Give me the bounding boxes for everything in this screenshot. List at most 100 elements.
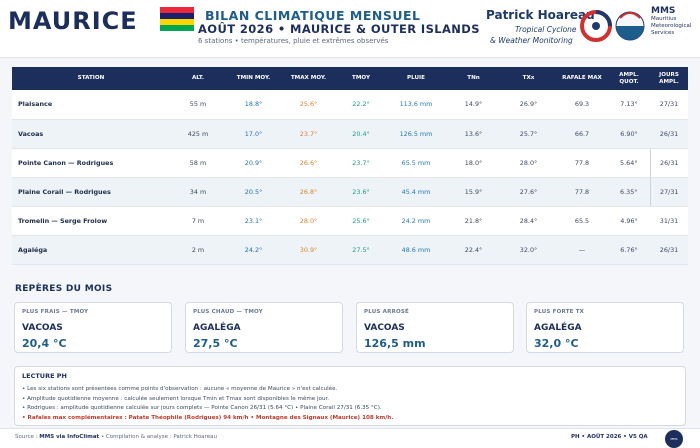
mms-short: MMS — [651, 6, 676, 16]
table-cell: 58 m — [170, 148, 226, 178]
table-cell: 32.0° — [501, 235, 556, 265]
table-cell: 26/31 — [650, 235, 688, 265]
table-cell: 20.9° — [226, 148, 281, 178]
table-cell: 6.76° — [608, 235, 650, 265]
reperes-title: REPÈRES DU MOIS — [15, 284, 113, 294]
author-tagline-2: & Weather Monitoring — [490, 36, 573, 45]
card-station: AGALÉGA — [193, 323, 241, 333]
table-cell: 23.7° — [336, 148, 386, 178]
station-name-cell: Tromelin — Serge Frolow — [12, 206, 170, 236]
table-cell: 28.4° — [501, 206, 556, 236]
table-cell: 24.2 mm — [386, 206, 446, 236]
table-cell: 126.5 mm — [386, 119, 446, 149]
table-cell: 30.9° — [281, 235, 336, 265]
table-cell: 27.6° — [501, 177, 556, 207]
table-cell: 65.5 — [556, 206, 608, 236]
table-cell: 23.6° — [336, 177, 386, 207]
column-header: TNn — [446, 67, 501, 90]
table-cell: 2 m — [170, 235, 226, 265]
station-name-cell: Plaisance — [12, 90, 170, 120]
table-row: Pointe Canon — Rodrigues 58 m 20.9° 26.6° 23… — [12, 148, 688, 178]
highlight-card: PLUS CHAUD — TMOY AGALÉGA 27,5 °C — [185, 302, 343, 353]
table-row: Plaine Corail — Rodrigues 34 m 20.5° 26.8° 2… — [12, 177, 688, 207]
column-header: STATION — [12, 67, 170, 90]
table-cell: 27/31 — [649, 177, 688, 207]
table-cell: 31/31 — [650, 206, 688, 236]
table-cell: 26/31 — [649, 148, 688, 178]
climate-table: STATION ALT. TMIN MOY. TMAX MOY. TMOY PLUIE TN… — [12, 67, 688, 265]
mms-logo-icon — [615, 11, 645, 41]
card-station: VACOAS — [22, 323, 63, 333]
table-cell: 55 m — [170, 90, 226, 120]
table-cell: 425 m — [170, 119, 226, 149]
card-value: 20,4 °C — [22, 337, 67, 350]
table-cell: 22.4° — [446, 235, 501, 265]
cyclone-logo-icon — [580, 10, 612, 42]
table-cell: 24.2° — [226, 235, 281, 265]
note-item: • Les six stations sont présentées comme… — [22, 386, 338, 392]
footer-source-name: MMS via InfoClimat — [39, 434, 100, 440]
table-cell: 113.6 mm — [386, 90, 446, 120]
table-cell: 4.96° — [608, 206, 650, 236]
table-cell: 25.6° — [281, 90, 336, 120]
footer-version: PH • AOÛT 2026 • V5 QA — [571, 434, 648, 440]
table-cell: 25.6° — [336, 206, 386, 236]
footer-credit: • Compilation & analyse : Patrick Hoarea… — [100, 434, 217, 440]
report-description: 6 stations • températures, pluie et extr… — [198, 37, 389, 45]
table-cell: 26.6° — [281, 148, 336, 178]
column-header: JOURS AMPL. — [650, 67, 688, 90]
table-cell: — — [556, 235, 608, 265]
column-header: ALT. — [170, 67, 226, 90]
highlight-cards: PLUS FRAIS — TMOY VACOAS 20,4 °C PLUS CHAUD… — [14, 302, 690, 354]
mauritius-flag-icon — [160, 7, 194, 31]
station-name-cell: Pointe Canon — Rodrigues — [12, 148, 170, 178]
table-cell: 18.0° — [446, 148, 501, 178]
note-item: • Amplitude quotidienne moyenne : calcul… — [22, 395, 330, 402]
notes-title: LECTURE PH — [22, 372, 67, 380]
mms-line-2: Meteorological — [651, 23, 692, 29]
table-cell: 6.35° — [608, 177, 650, 207]
climate-table-container: STATION ALT. TMIN MOY. TMAX MOY. TMOY PLUIE TN… — [12, 67, 688, 267]
card-station: AGALÉGA — [534, 323, 582, 333]
table-cell: 5.64° — [608, 148, 650, 178]
card-label: PLUS FRAIS — TMOY — [22, 309, 89, 315]
note-item: • Rafales max complémentaires : Patate T… — [22, 414, 394, 421]
card-value: 126,5 mm — [364, 337, 426, 350]
table-cell: 13.6° — [446, 119, 501, 149]
column-header: PLUIE — [386, 67, 446, 90]
author-tagline-1: Tropical Cyclone — [515, 25, 577, 34]
table-row: Agaléga 2 m 24.2° 30.9° 27.5° 48.6 mm 22.4° 32.… — [12, 235, 688, 265]
table-cell: 34 m — [170, 177, 226, 207]
station-name-cell: Vacoas — [12, 119, 170, 149]
notes-panel: LECTURE PH • Les six stations sont prése… — [14, 366, 686, 426]
card-label: PLUS CHAUD — TMOY — [193, 309, 263, 315]
station-name-cell: Plaine Corail — Rodrigues — [12, 177, 170, 207]
table-cell: 7 m — [170, 206, 226, 236]
table-cell: 17.0° — [226, 119, 281, 149]
table-body: Plaisance 55 m 18.8° 25.6° 22.2° 113.6 mm 14.9… — [12, 90, 688, 265]
highlight-card: PLUS ARROSÉ VACOAS 126,5 mm — [356, 302, 514, 353]
table-cell: 27/31 — [650, 90, 688, 120]
table-cell: 69.3 — [556, 90, 608, 120]
table-cell: 26/31 — [650, 119, 688, 149]
report-subtitle: AOÛT 2026 • MAURICE & OUTER ISLANDS — [198, 22, 480, 36]
mms-label: MMS Mauritius Meteorological Services — [651, 6, 699, 37]
table-cell: 23.7° — [281, 119, 336, 149]
column-header: TMAX MOY. — [281, 67, 336, 90]
card-label: PLUS ARROSÉ — [364, 309, 410, 315]
footer: Source : MMS via InfoClimat • Compilatio… — [0, 428, 700, 448]
card-value: 32,0 °C — [534, 337, 579, 350]
notes-list: • Les six stations sont présentées comme… — [22, 385, 393, 423]
column-header: TMIN MOY. — [226, 67, 281, 90]
table-cell: 48.6 mm — [386, 235, 446, 265]
table-header-row: STATION ALT. TMIN MOY. TMAX MOY. TMOY PLUIE TN… — [12, 67, 688, 90]
table-cell: 18.8° — [226, 90, 281, 120]
column-header: TXx — [501, 67, 556, 90]
table-row: Tromelin — Serge Frolow 7 m 23.1° 28.0° 25.6… — [12, 206, 688, 236]
note-item: • Rodrigues : amplitude quotidienne calc… — [22, 405, 382, 411]
table-cell: 28.0° — [501, 148, 556, 178]
table-cell: 23.1° — [226, 206, 281, 236]
card-station: VACOAS — [364, 323, 405, 333]
header: MAURICE BILAN CLIMATIQUE MENSUEL AOÛT 20… — [0, 0, 700, 58]
table-cell: 7.13° — [608, 90, 650, 120]
